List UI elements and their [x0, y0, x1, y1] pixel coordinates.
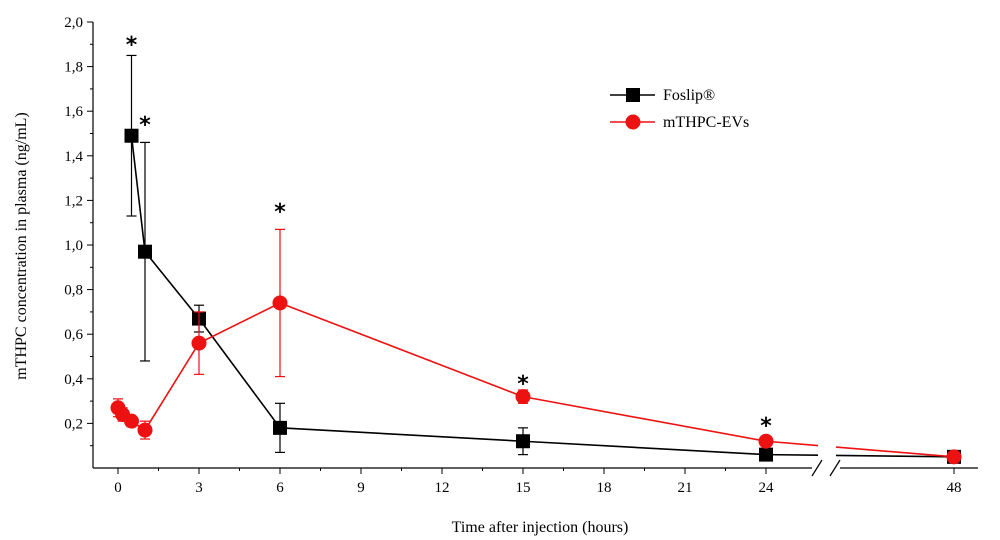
series-mthpc-evs [110, 228, 962, 465]
series-line [130, 135, 767, 456]
data-point [272, 295, 288, 311]
x-tick-label: 24 [759, 480, 775, 496]
x-axis-title: Time after injection (hours) [452, 519, 629, 536]
series-foslip [124, 54, 961, 464]
y-axis-title: mTHPC concentration in plasma (ng/mL) [13, 112, 30, 380]
y-tick-label: 1,4 [64, 149, 83, 165]
series-line [765, 440, 819, 447]
data-point [946, 449, 962, 465]
data-point [124, 413, 139, 429]
x-tick-label: 0 [114, 480, 122, 496]
legend-label: mTHPC-EVs [663, 114, 749, 131]
data-point [758, 433, 774, 449]
y-tick-label: 0,8 [64, 283, 83, 299]
x-tick-label: 12 [435, 480, 450, 496]
data-point [138, 244, 152, 259]
y-tick-label: 1,6 [64, 104, 83, 120]
y-tick-label: 1,8 [64, 60, 83, 76]
y-tick-label: 2,0 [64, 15, 83, 31]
x-tick-label: 9 [357, 480, 365, 496]
y-tick-label: 1,2 [64, 193, 83, 209]
data-point [516, 434, 530, 449]
significance-star: * [126, 33, 138, 58]
series-layer [110, 54, 962, 465]
significance-star: * [517, 372, 529, 397]
series-line [765, 453, 819, 457]
data-point [137, 422, 153, 438]
significance-star: * [274, 200, 286, 225]
annotations: * * * * * [126, 33, 773, 439]
x-tick-label: 6 [276, 480, 284, 496]
series-line [117, 302, 767, 443]
legend-marker [626, 88, 640, 102]
axis-break-mark [811, 459, 823, 477]
x-tick-label: 21 [678, 480, 693, 496]
data-point [759, 447, 773, 462]
x-tick-label: 3 [195, 480, 203, 496]
x-tick-label: 48 [947, 480, 962, 496]
legend: Foslip® mTHPC-EVs [610, 87, 749, 131]
data-point [124, 128, 139, 143]
y-tick-label: 0,6 [64, 327, 83, 343]
data-point [515, 389, 531, 405]
axis-break-mark [829, 459, 841, 477]
data-point [191, 335, 207, 351]
data-point [273, 420, 287, 435]
series-line [835, 446, 955, 458]
y-tick-label: 0,4 [64, 372, 83, 388]
y-tick-label: 1,0 [64, 238, 83, 254]
y-tick-label: 0,2 [64, 416, 83, 432]
significance-star: * [139, 113, 151, 138]
legend-marker [625, 114, 641, 130]
x-tick-label: 15 [516, 480, 531, 496]
x-tick-label: 18 [597, 480, 612, 496]
significance-star: * [760, 414, 772, 439]
axes: 0,2 0,4 0,6 0,8 1,0 1,2 1,4 1,6 1,8 2,0 0 3 6 9 12 15 18… [64, 15, 978, 496]
legend-label: Foslip® [663, 87, 715, 104]
series-line [835, 454, 955, 458]
